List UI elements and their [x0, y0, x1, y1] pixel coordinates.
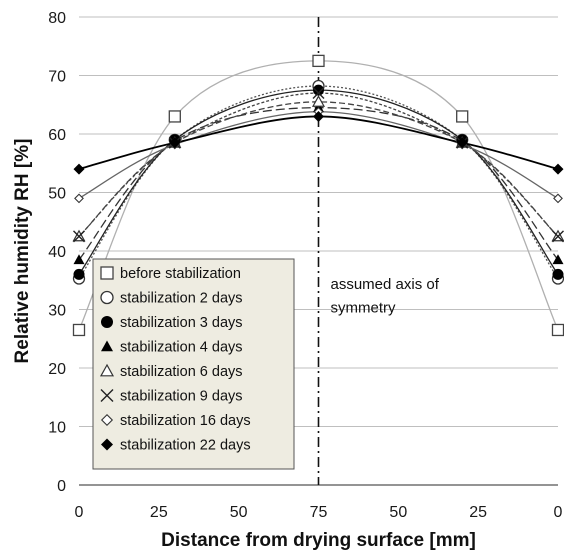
data-point	[313, 110, 324, 122]
y-tick-label: 50	[48, 186, 66, 203]
legend-marker	[100, 389, 114, 402]
tick-labels: 0 10 20 30 40 50 60 70 80 0 25 50 75 50 25 0	[48, 10, 562, 521]
legend: before stabilization stabilization 2 days…	[92, 258, 295, 470]
y-tick-label: 10	[48, 420, 66, 437]
x-tick-label: 0	[75, 504, 84, 521]
data-point	[456, 110, 469, 123]
y-axis-title: Relative humidity RH [%]	[12, 139, 33, 364]
y-tick-label: 70	[48, 69, 66, 86]
data-point	[312, 54, 325, 68]
data-point	[169, 137, 181, 149]
x-axis-title: Distance from drying surface [mm]	[161, 530, 476, 551]
symmetry-annotation-line2: symmetry	[331, 299, 396, 316]
legend-marker	[100, 266, 114, 280]
x-tick-label: 0	[554, 504, 563, 521]
legend-label: stabilization 3 days	[120, 315, 243, 331]
legend-marker	[101, 316, 113, 328]
x-tick-label: 50	[389, 504, 407, 521]
legend-label: stabilization 22 days	[120, 438, 251, 454]
legend-label: before stabilization	[120, 266, 241, 282]
data-point	[74, 193, 84, 204]
legend-label: stabilization 2 days	[120, 291, 243, 307]
data-point	[73, 163, 85, 175]
data-point	[456, 137, 468, 149]
legend-label: stabilization 16 days	[120, 413, 251, 429]
data-point	[552, 230, 564, 243]
data-point	[552, 254, 564, 265]
x-tick-label: 50	[230, 504, 248, 521]
y-tick-label: 60	[48, 127, 66, 144]
symmetry-annotation-line1: assumed axis of	[331, 276, 440, 293]
data-point	[553, 193, 563, 204]
marker-stroke	[312, 87, 325, 100]
legend-marker	[101, 438, 113, 451]
data-point	[552, 268, 564, 280]
y-tick-label: 40	[48, 244, 66, 261]
x-tick-label: 25	[469, 504, 487, 521]
data-point	[311, 95, 326, 107]
marker-stroke	[100, 389, 114, 402]
y-tick-label: 0	[57, 478, 66, 495]
legend-marker	[101, 340, 113, 352]
data-point	[313, 84, 324, 96]
data-point	[312, 87, 325, 100]
x-tick-label: 25	[150, 504, 168, 521]
legend-items: before stabilization stabilization 2 days…	[99, 266, 251, 454]
marker-stroke	[73, 230, 85, 243]
legend-marker	[100, 413, 114, 427]
series-curves	[78, 60, 559, 331]
x-tick-label: 75	[310, 504, 328, 521]
data-markers	[72, 54, 564, 337]
legend-marker	[99, 363, 115, 377]
data-point	[73, 230, 85, 243]
data-point	[168, 110, 181, 123]
data-point	[73, 268, 85, 280]
legend-label: stabilization 6 days	[120, 364, 243, 380]
y-tick-label: 80	[48, 10, 66, 27]
data-point	[72, 323, 86, 337]
legend-label: stabilization 9 days	[120, 389, 243, 405]
marker-stroke	[552, 230, 564, 243]
legend-marker	[100, 290, 114, 305]
data-point	[551, 323, 564, 337]
data-point	[552, 163, 564, 175]
legend-label: stabilization 4 days	[120, 340, 243, 356]
y-tick-label: 30	[48, 303, 66, 320]
data-point	[73, 254, 85, 265]
y-tick-label: 20	[48, 361, 66, 378]
series-curve	[78, 92, 559, 237]
legend-box	[92, 258, 295, 470]
